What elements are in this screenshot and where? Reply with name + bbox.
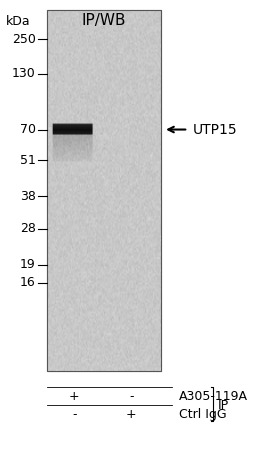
Text: Ctrl IgG: Ctrl IgG <box>179 408 227 421</box>
Text: IP/WB: IP/WB <box>82 13 126 28</box>
Text: UTP15: UTP15 <box>193 123 237 137</box>
Text: 19: 19 <box>20 258 36 271</box>
Text: 38: 38 <box>20 190 36 203</box>
Bar <box>47 10 161 371</box>
Text: 130: 130 <box>12 67 36 80</box>
Text: A305-119A: A305-119A <box>179 390 248 403</box>
Text: 51: 51 <box>20 154 36 167</box>
Text: -: - <box>72 408 77 421</box>
Text: 16: 16 <box>20 276 36 290</box>
Text: 28: 28 <box>20 222 36 235</box>
Text: 250: 250 <box>12 33 36 46</box>
FancyBboxPatch shape <box>47 10 161 371</box>
Text: +: + <box>126 408 137 421</box>
Text: IP: IP <box>218 399 229 412</box>
Text: kDa: kDa <box>6 15 30 28</box>
Text: 70: 70 <box>19 123 36 136</box>
Text: -: - <box>129 390 134 403</box>
Text: +: + <box>69 390 80 403</box>
